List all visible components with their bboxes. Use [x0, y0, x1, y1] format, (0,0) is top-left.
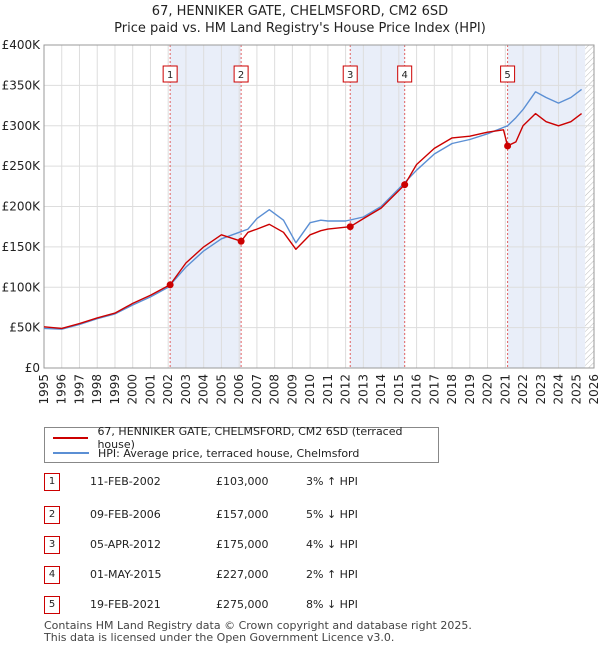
series-line-property: [43, 112, 583, 330]
x-tick-label: 2006: [232, 374, 246, 405]
y-tick-label: £150K: [2, 240, 42, 254]
x-tick-label: 2003: [179, 374, 193, 405]
sale-number: 4: [44, 566, 60, 584]
y-tick-label: £100K: [2, 280, 42, 294]
sale-date: 09-FEB-2006: [90, 508, 161, 521]
sale-hpi-diff: 2% ↑ HPI: [306, 568, 358, 581]
legend-label-property: 67, HENNIKER GATE, CHELMSFORD, CM2 6SD (…: [97, 425, 403, 451]
x-tick-label: 2004: [197, 374, 211, 405]
y-tick-label: £250K: [2, 159, 42, 173]
sale-number: 3: [44, 536, 60, 554]
x-tick-label: 2016: [410, 374, 424, 405]
x-tick-label: 1995: [37, 374, 51, 405]
x-tick-label: 2000: [126, 374, 140, 405]
x-tick-label: 2012: [339, 374, 353, 405]
price-chart: 1 2 3 4 5 £0 £50K £100K £150K £200K £250K £300K £350…: [2, 38, 600, 405]
sale-label-box: [233, 65, 249, 83]
sale-number: 1: [44, 473, 60, 491]
x-tick-label: 2008: [268, 374, 282, 405]
x-tick-label: 1998: [90, 374, 104, 405]
x-tick-label: 2010: [303, 374, 317, 405]
legend-item-property: 67, HENNIKER GATE, CHELMSFORD, CM2 6SD (…: [53, 425, 438, 451]
sale-point: [166, 281, 174, 289]
sale-date: 05-APR-2012: [90, 538, 162, 551]
x-tick-label: 1996: [55, 374, 69, 405]
sale-label-box: [162, 65, 178, 83]
sale-label-box: [397, 65, 413, 83]
footer: Contains HM Land Registry data © Crown c…: [44, 620, 472, 644]
x-tick-label: 2013: [356, 374, 370, 405]
x-tick-label: 2026: [587, 374, 600, 405]
sale-label-text: 2: [238, 70, 244, 81]
x-tick-label: 2007: [250, 374, 264, 405]
sale-point: [237, 237, 245, 245]
x-tick-label: 2021: [498, 374, 512, 405]
sale-number: 5: [44, 596, 60, 614]
sale-label-text: 5: [504, 70, 510, 81]
sale-price: £227,000: [216, 568, 269, 581]
sale-date: 01-MAY-2015: [90, 568, 162, 581]
sale-hpi-diff: 5% ↓ HPI: [306, 508, 358, 521]
sale-hpi-diff: 4% ↓ HPI: [306, 538, 358, 551]
legend-swatch-hpi: [53, 452, 89, 454]
x-tick-label: 2017: [427, 374, 441, 405]
chart-subtitle: Price paid vs. HM Land Registry's House …: [114, 21, 486, 36]
sale-number: 2: [44, 506, 60, 524]
x-tick-label: 2015: [392, 374, 406, 405]
x-tick-label: 2018: [445, 374, 459, 405]
x-tick-label: 2024: [552, 374, 566, 405]
plot-border: [43, 44, 595, 369]
sale-date: 19-FEB-2021: [90, 598, 161, 611]
sale-price: £103,000: [216, 475, 269, 488]
footer-copyright: Contains HM Land Registry data © Crown c…: [44, 619, 472, 632]
x-tick-label: 2005: [214, 374, 228, 405]
x-tick-label: 2020: [481, 374, 495, 405]
x-tick-label: 2001: [143, 374, 157, 405]
legend-label-hpi: HPI: Average price, terraced house, Chel…: [98, 446, 360, 460]
sale-hpi-diff: 3% ↑ HPI: [306, 475, 358, 488]
sale-price: £157,000: [216, 508, 269, 521]
x-tick-label: 2025: [569, 374, 583, 405]
y-tick-label: £350K: [2, 78, 42, 92]
sale-date: 11-FEB-2002: [90, 475, 161, 488]
y-tick-label: £0: [25, 361, 40, 375]
x-tick-label: 2014: [374, 374, 388, 405]
sale-label-text: 1: [167, 70, 173, 81]
y-tick-label: £400K: [2, 38, 42, 52]
sale-label-box: [342, 65, 358, 83]
legend: 67, HENNIKER GATE, CHELMSFORD, CM2 6SD (…: [44, 425, 439, 463]
sale-label-box: [500, 65, 516, 83]
chart-title: 67, HENNIKER GATE, CHELMSFORD, CM2 6SD: [151, 4, 449, 19]
x-tick-label: 2002: [161, 374, 175, 405]
x-tick-label: 2022: [516, 374, 530, 405]
x-tick-label: 2019: [463, 374, 477, 405]
x-tick-label: 2011: [321, 374, 335, 405]
sale-label-text: 4: [402, 70, 408, 81]
legend-swatch-property: [53, 437, 89, 439]
x-tick-label: 1999: [108, 374, 122, 405]
sale-price: £275,000: [216, 598, 269, 611]
x-tick-label: 2023: [534, 374, 548, 405]
x-tick-label: 2009: [285, 374, 299, 405]
sale-price: £175,000: [216, 538, 269, 551]
series-line-hpi: [43, 88, 583, 330]
y-tick-label: £200K: [2, 200, 42, 214]
sale-hpi-diff: 8% ↓ HPI: [306, 598, 358, 611]
sale-point: [346, 223, 354, 231]
sale-point: [401, 181, 409, 189]
footer-licence: This data is licensed under the Open Gov…: [44, 631, 395, 644]
sale-label-text: 3: [347, 70, 353, 81]
y-tick-label: £300K: [2, 119, 42, 133]
x-tick-label: 1997: [72, 374, 86, 405]
y-tick-label: £50K: [9, 321, 41, 335]
sale-point: [504, 142, 512, 150]
legend-item-hpi: HPI: Average price, terraced house, Chel…: [53, 446, 359, 460]
